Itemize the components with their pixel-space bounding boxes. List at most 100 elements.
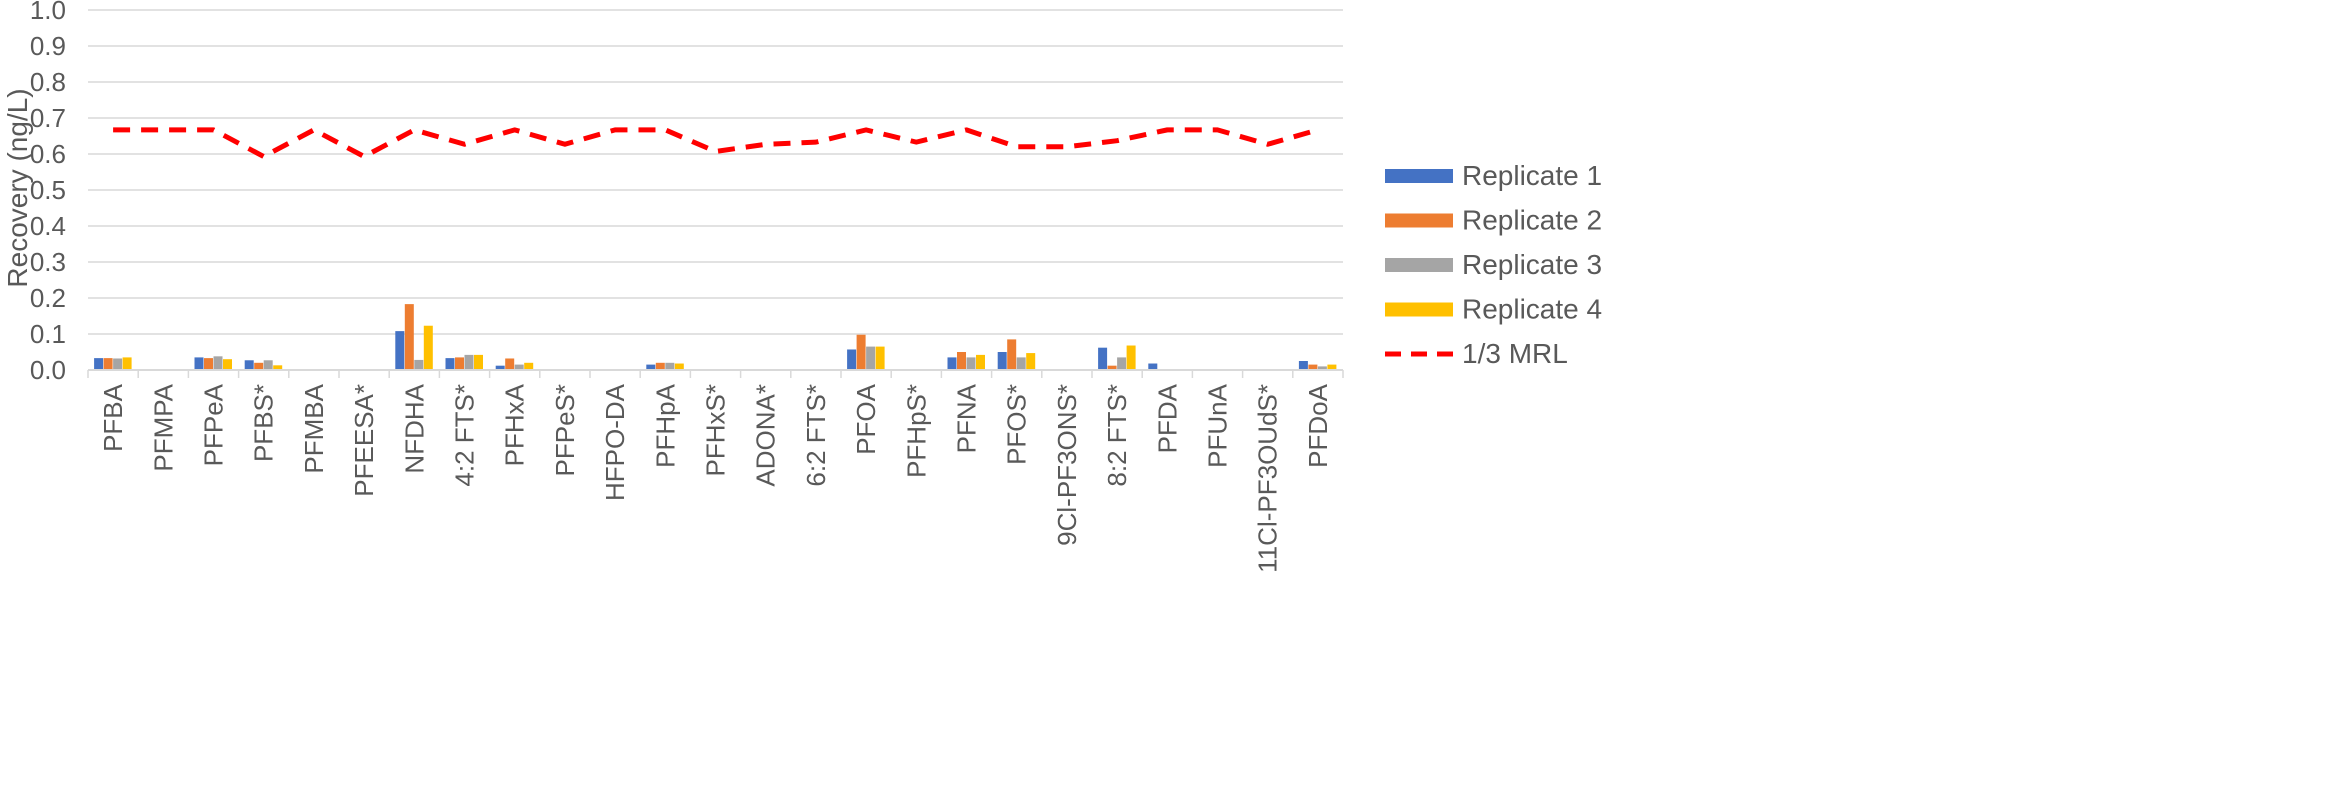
x-tick-label: PFMPA	[148, 383, 178, 471]
x-tick-label: 8:2 FTS*	[1102, 384, 1132, 487]
x-tick-label: PFDoA	[1303, 383, 1333, 467]
x-tick-label: 6:2 FTS*	[801, 384, 831, 487]
bar-replicate-2	[254, 362, 264, 370]
bar-replicate-2	[505, 358, 515, 370]
legend-label: 1/3 MRL	[1462, 338, 1568, 369]
x-tick-label: PFNA	[952, 383, 982, 453]
bar-replicate-4	[976, 354, 985, 370]
bar-replicate-2	[204, 358, 213, 370]
legend-swatch	[1385, 169, 1453, 183]
y-tick-labels: 0.0 0.1 0.2 0.3 0.4 0.5 0.6 0.7 0.8 0.9 1.0	[30, 0, 66, 385]
x-tick-labels: PFBA PFMPA PFPeA PFBS* PFMBA PFEESA* NFDHA 4:2 …	[98, 383, 1333, 572]
bar-replicate-3	[113, 358, 123, 370]
gridlines	[88, 9, 1343, 335]
bar-replicate-3	[1016, 357, 1026, 370]
y-tick-label: 0.5	[30, 175, 66, 205]
x-tick-label: PFDA	[1152, 383, 1182, 453]
bar-replicate-4	[474, 354, 483, 370]
x-tick-label: PFPeA	[199, 383, 229, 466]
x-tick-label: PFMBA	[299, 383, 329, 473]
bar-replicate-2	[1308, 364, 1318, 370]
bar-replicate-4	[273, 365, 283, 370]
bar-replicate-1	[395, 331, 405, 370]
y-tick-label: 0.8	[30, 67, 66, 97]
bar-replicate-3	[966, 357, 976, 370]
bar-replicate-3	[1117, 357, 1127, 370]
bar-replicate-3	[866, 346, 876, 370]
bar-replicate-2	[455, 357, 464, 370]
x-tick-label: PFHxA	[500, 383, 530, 466]
x-tick-label: PFOS*	[1002, 384, 1032, 465]
y-tick-label: 1.0	[30, 0, 66, 25]
mrl-line-layer	[113, 127, 1319, 160]
bar-replicate-2	[1107, 365, 1117, 370]
bar-replicate-4	[1126, 345, 1136, 370]
x-tick-label: PFEESA*	[349, 384, 379, 497]
legend-swatch	[1385, 258, 1453, 272]
legend-swatch	[1385, 302, 1453, 317]
bar-replicate-3	[464, 354, 474, 370]
legend-label: Replicate 1	[1462, 160, 1602, 191]
x-tick-label: PFHpS*	[901, 384, 931, 478]
y-tick-label: 0.6	[30, 139, 66, 169]
bar-replicate-3	[665, 362, 675, 370]
bar-replicate-4	[223, 359, 232, 370]
legend-label: Replicate 4	[1462, 294, 1602, 325]
x-tick-label: PFOA	[851, 383, 881, 454]
axes	[87, 369, 1344, 378]
bar-replicate-1	[1148, 363, 1158, 370]
y-tick-label: 0.4	[30, 211, 66, 241]
y-tick-label: 0.0	[30, 355, 66, 385]
bar-replicate-4	[423, 325, 433, 370]
x-tick-label: 11Cl-PF3OUdS*	[1253, 384, 1283, 573]
y-tick-label: 0.2	[30, 283, 66, 313]
bars-layer	[94, 304, 1337, 370]
bar-replicate-3	[414, 359, 424, 370]
bar-replicate-1	[997, 352, 1007, 370]
bar-replicate-1	[194, 357, 204, 370]
x-tick-label: 9Cl-PF3ONS*	[1052, 384, 1082, 546]
y-axis-title: Recovery (ng/L)	[2, 88, 33, 287]
bar-replicate-1	[947, 357, 957, 370]
bar-replicate-1	[94, 358, 104, 370]
legend-label: Replicate 2	[1462, 205, 1602, 236]
x-tick-label: 4:2 FTS*	[450, 384, 480, 487]
x-tick-label: HFPO-DA	[600, 383, 630, 501]
bar-replicate-3	[514, 364, 524, 370]
x-tick-label: PFPeS*	[550, 384, 580, 477]
bar-replicate-1	[847, 349, 857, 370]
bar-replicate-2	[957, 352, 966, 370]
y-tick-label: 0.7	[30, 103, 66, 133]
bar-replicate-3	[213, 356, 223, 370]
x-tick-label: ADONA*	[751, 384, 781, 487]
x-tick-label: PFHpA	[650, 383, 680, 467]
x-tick-label: NFDHA	[399, 383, 429, 473]
legend-label: Replicate 3	[1462, 249, 1602, 280]
line-1-3-mrl	[113, 127, 1319, 160]
bar-replicate-4	[1026, 353, 1036, 370]
bar-replicate-3	[1317, 366, 1327, 370]
bar-replicate-4	[122, 357, 132, 370]
legend: Replicate 1 Replicate 2 Replicate 3 Replica…	[1385, 160, 1602, 369]
bar-replicate-1	[1298, 361, 1308, 370]
bar-replicate-4	[1327, 364, 1337, 370]
y-tick-label: 0.9	[30, 31, 66, 61]
bar-replicate-2	[1007, 339, 1017, 370]
bar-replicate-4	[674, 363, 684, 370]
x-tick-label: PFBA	[98, 383, 128, 452]
bar-replicate-1	[646, 364, 656, 370]
bar-replicate-2	[856, 334, 866, 370]
x-tick-label: PFUnA	[1203, 383, 1233, 467]
bar-replicate-3	[263, 360, 273, 370]
bar-replicate-4	[875, 346, 885, 370]
x-tick-label: PFBS*	[249, 384, 279, 462]
y-tick-label: 0.3	[30, 247, 66, 277]
legend-swatch	[1385, 213, 1453, 228]
y-tick-label: 0.1	[30, 319, 66, 349]
bar-replicate-1	[1098, 347, 1108, 370]
bar-replicate-4	[524, 362, 534, 370]
bar-replicate-2	[404, 304, 414, 370]
bar-replicate-1	[244, 360, 254, 370]
